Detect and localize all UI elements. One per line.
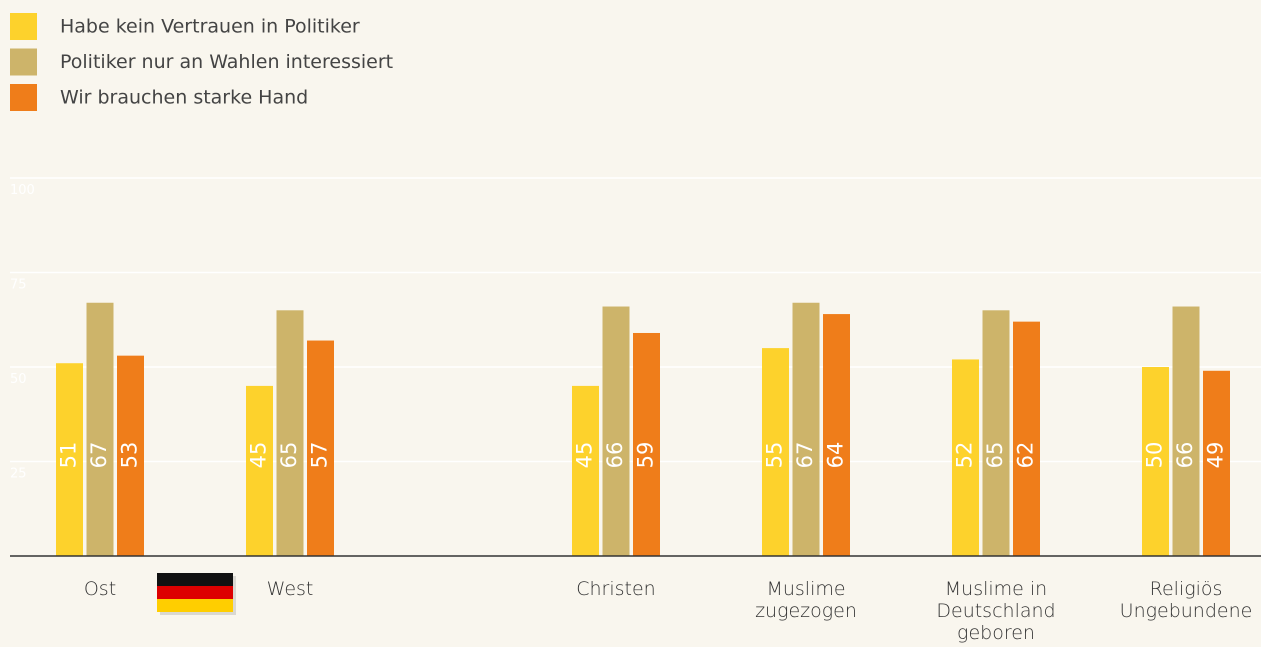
value-label: 57 <box>308 442 332 469</box>
legend-swatch <box>10 48 37 76</box>
value-label: 64 <box>824 442 848 469</box>
y-tick-label: 50 <box>10 372 27 387</box>
value-label: 67 <box>87 442 111 469</box>
bar <box>1013 321 1040 556</box>
legend-swatch <box>10 13 37 40</box>
value-label: 66 <box>603 442 627 469</box>
value-label: 45 <box>247 442 271 469</box>
bar <box>1142 367 1169 556</box>
legend-swatch <box>10 84 37 111</box>
bar <box>86 302 114 556</box>
legend-label: Wir brauchen starke Hand <box>60 87 308 109</box>
value-label: 49 <box>1204 442 1228 469</box>
x-tick-label: Christen <box>576 578 656 600</box>
legend-label: Politiker nur an Wahlen interessiert <box>60 51 393 73</box>
value-label: 51 <box>57 442 81 469</box>
x-tick-label: West <box>266 578 314 600</box>
bar <box>823 314 850 556</box>
bar <box>276 310 304 556</box>
bar <box>117 355 144 556</box>
bar <box>246 385 273 556</box>
flag <box>157 573 236 615</box>
bar <box>572 385 599 556</box>
x-tick-label: Muslime zugezogen <box>755 578 857 622</box>
bar <box>56 363 83 556</box>
x-tick-label: Ost <box>83 578 117 600</box>
bar <box>982 310 1010 556</box>
value-label: 67 <box>793 442 817 469</box>
bar <box>1172 306 1200 556</box>
y-tick-label: 75 <box>10 278 27 293</box>
value-label: 53 <box>118 442 142 469</box>
bar <box>307 340 334 556</box>
value-label: 62 <box>1014 442 1038 469</box>
bar <box>633 332 660 556</box>
bar <box>602 306 630 556</box>
bar <box>762 348 789 556</box>
value-label: 50 <box>1143 442 1167 469</box>
value-label: 65 <box>277 442 301 469</box>
value-label: 59 <box>634 442 658 469</box>
value-label: 45 <box>573 442 597 469</box>
bar <box>792 302 820 556</box>
legend-label: Habe kein Vertrauen in Politiker <box>60 16 360 38</box>
value-label: 55 <box>763 442 787 469</box>
value-label: 52 <box>953 442 977 469</box>
value-label: 65 <box>983 442 1007 469</box>
y-tick-label: 25 <box>10 467 27 482</box>
bar <box>952 359 979 556</box>
y-tick-label: 100 <box>10 183 35 198</box>
bar <box>1203 370 1230 556</box>
x-tick-label: Religiös Ungebundene <box>1119 578 1253 622</box>
x-tick-label: Muslime in Deutschland geboren <box>936 578 1056 644</box>
value-label: 66 <box>1173 442 1197 469</box>
